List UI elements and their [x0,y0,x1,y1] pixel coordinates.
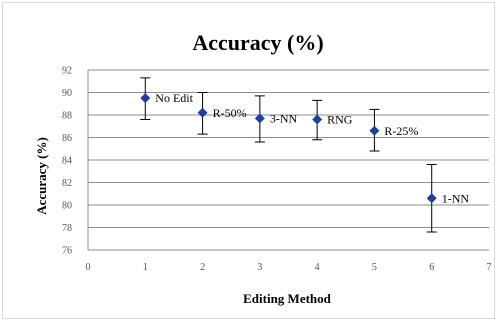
tick-labels: 76 78 80 82 84 86 88 90 92 0 1 2 3 4 5 6 7 [62,66,492,274]
data-label: R-25% [384,124,418,138]
data-point-marker [140,93,151,104]
x-tick-label: 5 [372,262,377,273]
y-tick-label: 92 [62,66,72,77]
x-axis-label: Editing Method [243,291,332,306]
y-tick-label: 84 [62,156,72,167]
data-point-marker [254,113,265,124]
chart-title: Accuracy (%) [192,30,323,55]
x-tick-label: 1 [143,262,148,273]
data-label: RNG [327,113,353,127]
y-tick-label: 86 [62,133,72,144]
data-point-marker [312,114,323,125]
x-tick-label: 6 [429,262,434,273]
y-tick-label: 88 [62,111,72,122]
data-label: No Edit [155,91,193,105]
x-tick-label: 3 [257,262,262,273]
x-tick-label: 2 [200,262,205,273]
y-axis-label: Accuracy (%) [34,137,49,215]
x-tick-label: 4 [315,262,320,273]
data-markers [140,93,437,204]
point-labels: No Edit R-50% 3-NN RNG R-25% 1-NN [155,91,469,205]
data-label: 3-NN [270,111,298,125]
y-tick-label: 82 [62,178,72,189]
data-point-marker [197,107,208,118]
data-label: 1-NN [442,191,470,205]
y-tick-label: 76 [62,246,72,257]
axes [87,70,489,251]
data-point-marker [369,125,380,136]
x-tick-label: 0 [86,262,91,273]
data-point-marker [426,193,437,204]
y-tick-label: 90 [62,88,72,99]
data-label: R-50% [213,106,247,120]
x-tick-label: 7 [487,262,492,273]
y-tick-label: 80 [62,201,72,212]
y-tick-label: 78 [62,223,72,234]
